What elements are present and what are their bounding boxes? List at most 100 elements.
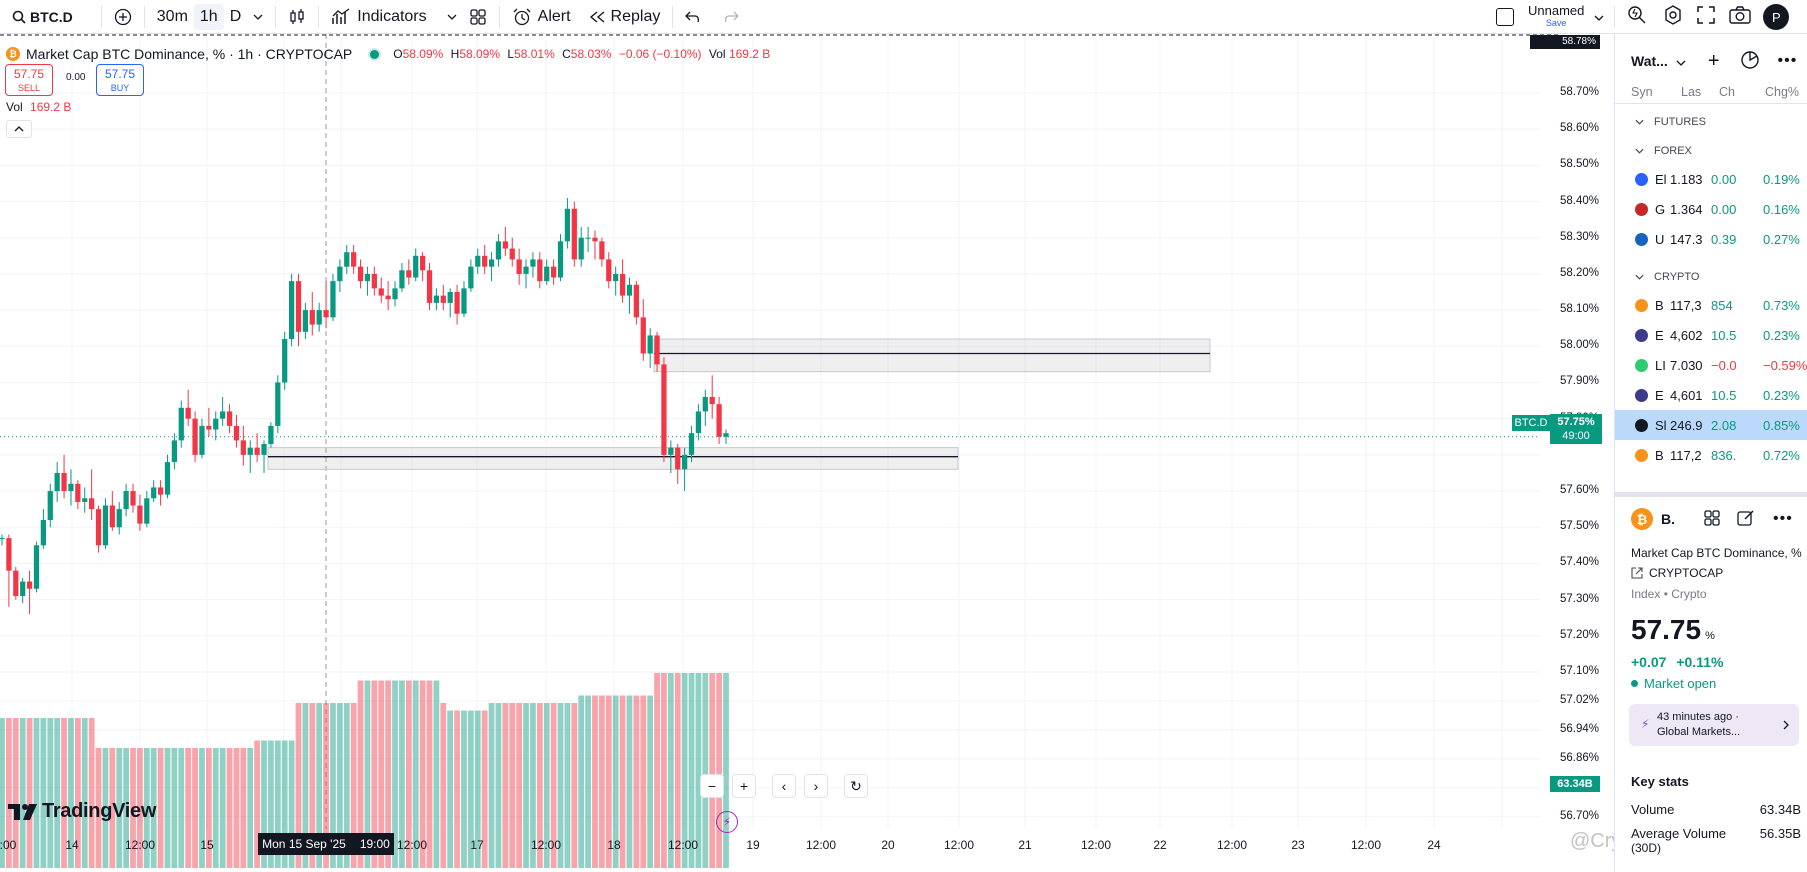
reset-chart-button[interactable]: ↻ [844, 774, 868, 798]
candle-body [185, 407, 191, 419]
candle-body [54, 472, 60, 492]
details-notes-button[interactable] [1737, 509, 1755, 530]
watchlist-row[interactable]: E 4,601 10.5 0.23% [1615, 380, 1807, 410]
column-change[interactable]: Ch [1719, 84, 1735, 99]
watchlist-row[interactable]: U 147.3 0.39 0.27% [1615, 224, 1807, 254]
legend-l-label: L [507, 47, 515, 61]
snapshot-button[interactable] [1729, 5, 1752, 29]
settings-button[interactable] [1663, 4, 1683, 30]
volume-bar [171, 748, 178, 868]
candle-body [523, 266, 529, 274]
watchlist-title[interactable]: Wat... [1631, 53, 1668, 69]
volume-bar [667, 673, 674, 868]
scroll-left-button[interactable]: ‹ [772, 774, 796, 798]
zoom-out-button[interactable]: − [700, 774, 724, 798]
symbol-search[interactable]: BTC.D [6, 4, 79, 30]
chart-type-button[interactable] [282, 4, 312, 30]
candle-body [26, 581, 33, 589]
candle-body [13, 570, 19, 596]
lightning-icon[interactable]: ⚡ [716, 811, 738, 833]
layouts-button[interactable] [463, 4, 493, 30]
indicators-dropdown[interactable] [441, 4, 463, 30]
watchlist-row[interactable]: G 1.364 0.00 0.16% [1615, 194, 1807, 224]
quick-search-button[interactable] [1627, 5, 1647, 30]
interval-30m[interactable]: 30m [156, 7, 188, 25]
column-symbol[interactable]: Syn [1631, 84, 1653, 99]
collapse-legend-button[interactable] [6, 120, 32, 138]
price-tick-label: 57.30% [1560, 592, 1600, 605]
volume-bar [509, 703, 516, 868]
layout-dropdown[interactable] [1594, 8, 1604, 26]
market-status-label: Market open [1644, 676, 1717, 691]
candle-body [247, 447, 253, 455]
indicators-button[interactable]: Indicators [325, 4, 432, 30]
legend-vol-label: Vol [708, 47, 726, 61]
interval-d[interactable]: D [229, 7, 242, 25]
alert-button[interactable]: Alert [506, 4, 577, 30]
watchlist-dropdown[interactable] [1676, 54, 1686, 69]
candle-body [647, 335, 653, 354]
group-forex[interactable]: FOREX [1615, 136, 1807, 166]
column-last[interactable]: Las [1681, 84, 1702, 99]
undo-button[interactable] [679, 4, 707, 30]
scroll-right-button[interactable]: › [804, 774, 828, 798]
group-crypto[interactable]: CRYPTO [1615, 262, 1807, 292]
watchlist-row[interactable]: Sl 246.9 2.08 0.85% [1615, 410, 1807, 440]
time-tick-label: 18 [607, 838, 621, 852]
compare-symbol-button[interactable] [108, 4, 138, 30]
redo-button[interactable] [717, 4, 745, 30]
news-time: 43 minutes ago · [1657, 711, 1739, 723]
watchlist-row[interactable]: B 117,3 854 0.73% [1615, 290, 1807, 320]
sell-button[interactable]: 57.75 SELL [5, 64, 53, 96]
chart-canvas[interactable] [0, 34, 1614, 872]
advanced-view-button[interactable] [1740, 50, 1760, 73]
group-futures[interactable]: FUTURES [1615, 108, 1807, 136]
legend-h-value: 58.09% [459, 47, 501, 61]
details-layout-button[interactable] [1703, 509, 1721, 530]
interval-dropdown[interactable] [247, 4, 269, 30]
edit-icon [1737, 509, 1754, 526]
last-cell: 4,601 [1670, 388, 1703, 403]
candle-body [461, 288, 467, 314]
zoom-in-button[interactable]: + [732, 774, 756, 798]
volume-bar [647, 695, 654, 868]
panel-divider[interactable] [1615, 492, 1807, 497]
column-change-pct[interactable]: Chg% [1765, 84, 1800, 99]
candle-body [288, 281, 295, 340]
details-more-button[interactable]: ••• [1773, 510, 1793, 527]
volume-bar [405, 680, 412, 868]
tradingview-logo[interactable]: TradingView [8, 800, 156, 823]
chevron-down-icon [1635, 119, 1644, 125]
layout-checkbox[interactable] [1496, 8, 1514, 26]
details-header: ₿ B. ••• [1615, 504, 1807, 534]
candle-body [668, 447, 674, 455]
symbol-logo-icon [1635, 329, 1648, 342]
change-cell: 2.08 [1711, 418, 1737, 433]
watchlist-row[interactable]: El 1.183 0.00 0.19% [1615, 164, 1807, 194]
layout-name[interactable]: Unnamed Save [1528, 4, 1584, 29]
volume-bar [461, 710, 467, 868]
watchlist-row[interactable]: E 4,602 10.5 0.23% [1615, 320, 1807, 350]
stat-avg-volume-row: Average Volume 56.35B (30D) [1631, 826, 1801, 855]
watchlist-more-button[interactable]: ••• [1777, 52, 1798, 69]
details-exchange[interactable]: CRYPTOCAP [1649, 566, 1724, 580]
buy-button[interactable]: 57.75 BUY [96, 64, 144, 96]
fullscreen-button[interactable] [1697, 5, 1716, 29]
add-symbol-button[interactable]: + [1707, 49, 1720, 72]
replay-button[interactable]: Replay [583, 4, 667, 30]
volume-bar [426, 680, 433, 868]
interval-1h[interactable]: 1h [193, 3, 224, 30]
profile-avatar[interactable]: P [1763, 4, 1790, 30]
indicators-label: Indicators [357, 7, 427, 25]
volume-bar [116, 748, 123, 868]
news-card[interactable]: ⚡ 43 minutes ago · Global Markets... [1629, 704, 1799, 746]
change-pct-cell: 0.23% [1763, 328, 1800, 343]
details-symbol[interactable]: B. [1661, 511, 1675, 527]
volume-bar [26, 718, 33, 868]
time-tick-label: 20 [881, 838, 895, 852]
symbol-cell: U [1655, 232, 1665, 247]
chart-pane[interactable]: ₿ Market Cap BTC Dominance, % · 1h · CRY… [0, 34, 1723, 872]
watchlist-row[interactable]: LI 7.030 −0.0 −0.59% [1615, 350, 1807, 380]
watchlist-row[interactable]: B 117,2 836. 0.72% [1615, 440, 1807, 470]
legend-title[interactable]: Market Cap BTC Dominance, % · 1h · CRYPT… [26, 46, 353, 62]
